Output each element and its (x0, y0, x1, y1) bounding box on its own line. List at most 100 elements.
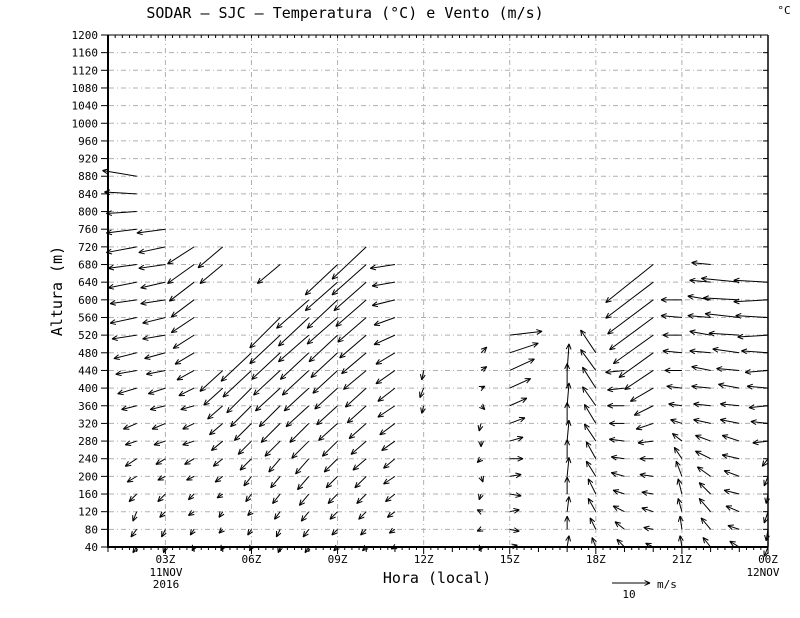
wind-arrow-head (689, 330, 695, 336)
wind-arrow (218, 511, 225, 518)
wind-arrow-shaft (358, 511, 367, 520)
wind-arrow-head (662, 350, 669, 355)
wind-arrow-shaft (281, 370, 310, 396)
wind-arrow-head (372, 305, 379, 308)
wind-arrow-shaft (720, 419, 740, 424)
wind-arrow-head (618, 372, 623, 378)
wind-arrow (331, 528, 338, 536)
wind-arrow-head (729, 541, 734, 547)
wind-arrow-shaft (108, 264, 137, 269)
wind-arrow-head (140, 287, 147, 290)
wind-arrow-shaft (226, 387, 252, 414)
wind-arrow-head (153, 440, 159, 446)
wind-arrow-head (304, 546, 307, 553)
wind-arrow-head (296, 483, 300, 490)
wind-arrow-head (641, 491, 648, 496)
wind-arrow-head (218, 527, 222, 534)
wind-arrow-shaft (234, 423, 252, 441)
wind-arrow-shaft (169, 281, 195, 302)
wind-arrow-shaft (230, 405, 252, 428)
wind-arrow (637, 439, 654, 446)
wind-profile (102, 168, 139, 554)
wind-arrow-head (337, 339, 344, 343)
y-tick-label: 720 (78, 241, 98, 254)
wind-arrow (630, 387, 654, 402)
wind-arrow-head (700, 517, 707, 522)
wind-arrow-head (354, 481, 358, 488)
wind-arrow-head (722, 434, 729, 436)
wind-arrow-head (662, 334, 669, 339)
wind-arrow (333, 545, 340, 552)
wind-arrow-shaft (350, 440, 367, 455)
wind-arrow-head (514, 509, 520, 514)
wind-arrow (383, 475, 396, 485)
wind-arrow-head (176, 374, 181, 381)
wind-arrow-head (639, 458, 646, 462)
wind-arrow-head (727, 525, 733, 530)
wind-arrow-head (370, 267, 377, 271)
wind-arrow-shaft (582, 366, 597, 389)
wind-arrow-head (306, 338, 311, 345)
wind-arrow-head (664, 367, 671, 371)
wind-arrow-head (517, 455, 524, 460)
wind-arrow (132, 511, 138, 522)
wind-arrow-shaft (304, 281, 338, 312)
wind-arrow (764, 493, 770, 504)
wind-arrow-head (171, 315, 178, 318)
wind-arrow-head (291, 455, 298, 459)
y-tick-label: 120 (78, 506, 98, 519)
wind-arrow-shaft (723, 470, 740, 477)
wind-arrow-shaft (148, 387, 166, 395)
wind-arrow-shaft (270, 476, 281, 489)
wind-arrow (741, 348, 769, 355)
wind-arrow (582, 386, 597, 407)
wind-arrow-head (639, 455, 646, 460)
wind-arrow (509, 543, 518, 550)
wind-arrow (612, 505, 625, 513)
wind-arrow (278, 317, 310, 347)
wind-arrow-head (568, 343, 572, 350)
wind-arrow-shaft (108, 281, 137, 289)
wind-arrow-head (748, 407, 755, 411)
wind-arrow (151, 422, 166, 430)
wind-arrow (136, 228, 166, 236)
wind-arrow-shaft (668, 403, 682, 407)
wind-arrow-head (676, 478, 679, 485)
wind-arrow-head (752, 439, 759, 444)
wind-arrow-shaft (220, 352, 252, 382)
wind-arrow-shaft (616, 539, 625, 548)
wind-arrow-head (379, 429, 384, 436)
wind-arrow-shaft (157, 475, 166, 481)
wind-arrow (763, 476, 769, 487)
wind-arrow (662, 332, 682, 339)
wind-arrow-shaft (698, 498, 711, 513)
wind-arrow-shaft (733, 279, 769, 283)
wind-arrow-shaft (161, 529, 166, 538)
wind-arrow-head (677, 478, 683, 484)
wind-arrow (478, 385, 486, 392)
wind-arrow-shaft (337, 317, 367, 343)
wind-arrow (733, 277, 769, 284)
wind-arrow-shaft (339, 334, 367, 359)
wind-arrow-head (102, 170, 108, 175)
wind-arrow-shaft (687, 315, 711, 318)
wind-arrow-shaft (691, 262, 711, 266)
wind-arrow-head (381, 445, 386, 451)
wind-arrow (605, 281, 654, 319)
wind-arrow-shaft (689, 279, 711, 283)
wind-arrow (721, 434, 740, 442)
wind-arrow (220, 544, 226, 552)
wind-arrow (264, 440, 281, 457)
wind-arrow-head (138, 248, 144, 253)
wind-arrow-shaft (372, 281, 396, 287)
wind-arrow-head (514, 527, 520, 532)
wind-arrow-head (476, 526, 482, 532)
wind-arrow-shaft (689, 330, 711, 336)
axis-layer (101, 34, 769, 554)
wind-arrow-shaft (174, 352, 195, 365)
wind-arrow-head (678, 535, 681, 542)
wind-arrow-shaft (207, 405, 224, 420)
wind-arrow-head (677, 515, 681, 522)
wind-arrow-shaft (104, 191, 137, 195)
wind-arrow-shaft (695, 450, 711, 460)
